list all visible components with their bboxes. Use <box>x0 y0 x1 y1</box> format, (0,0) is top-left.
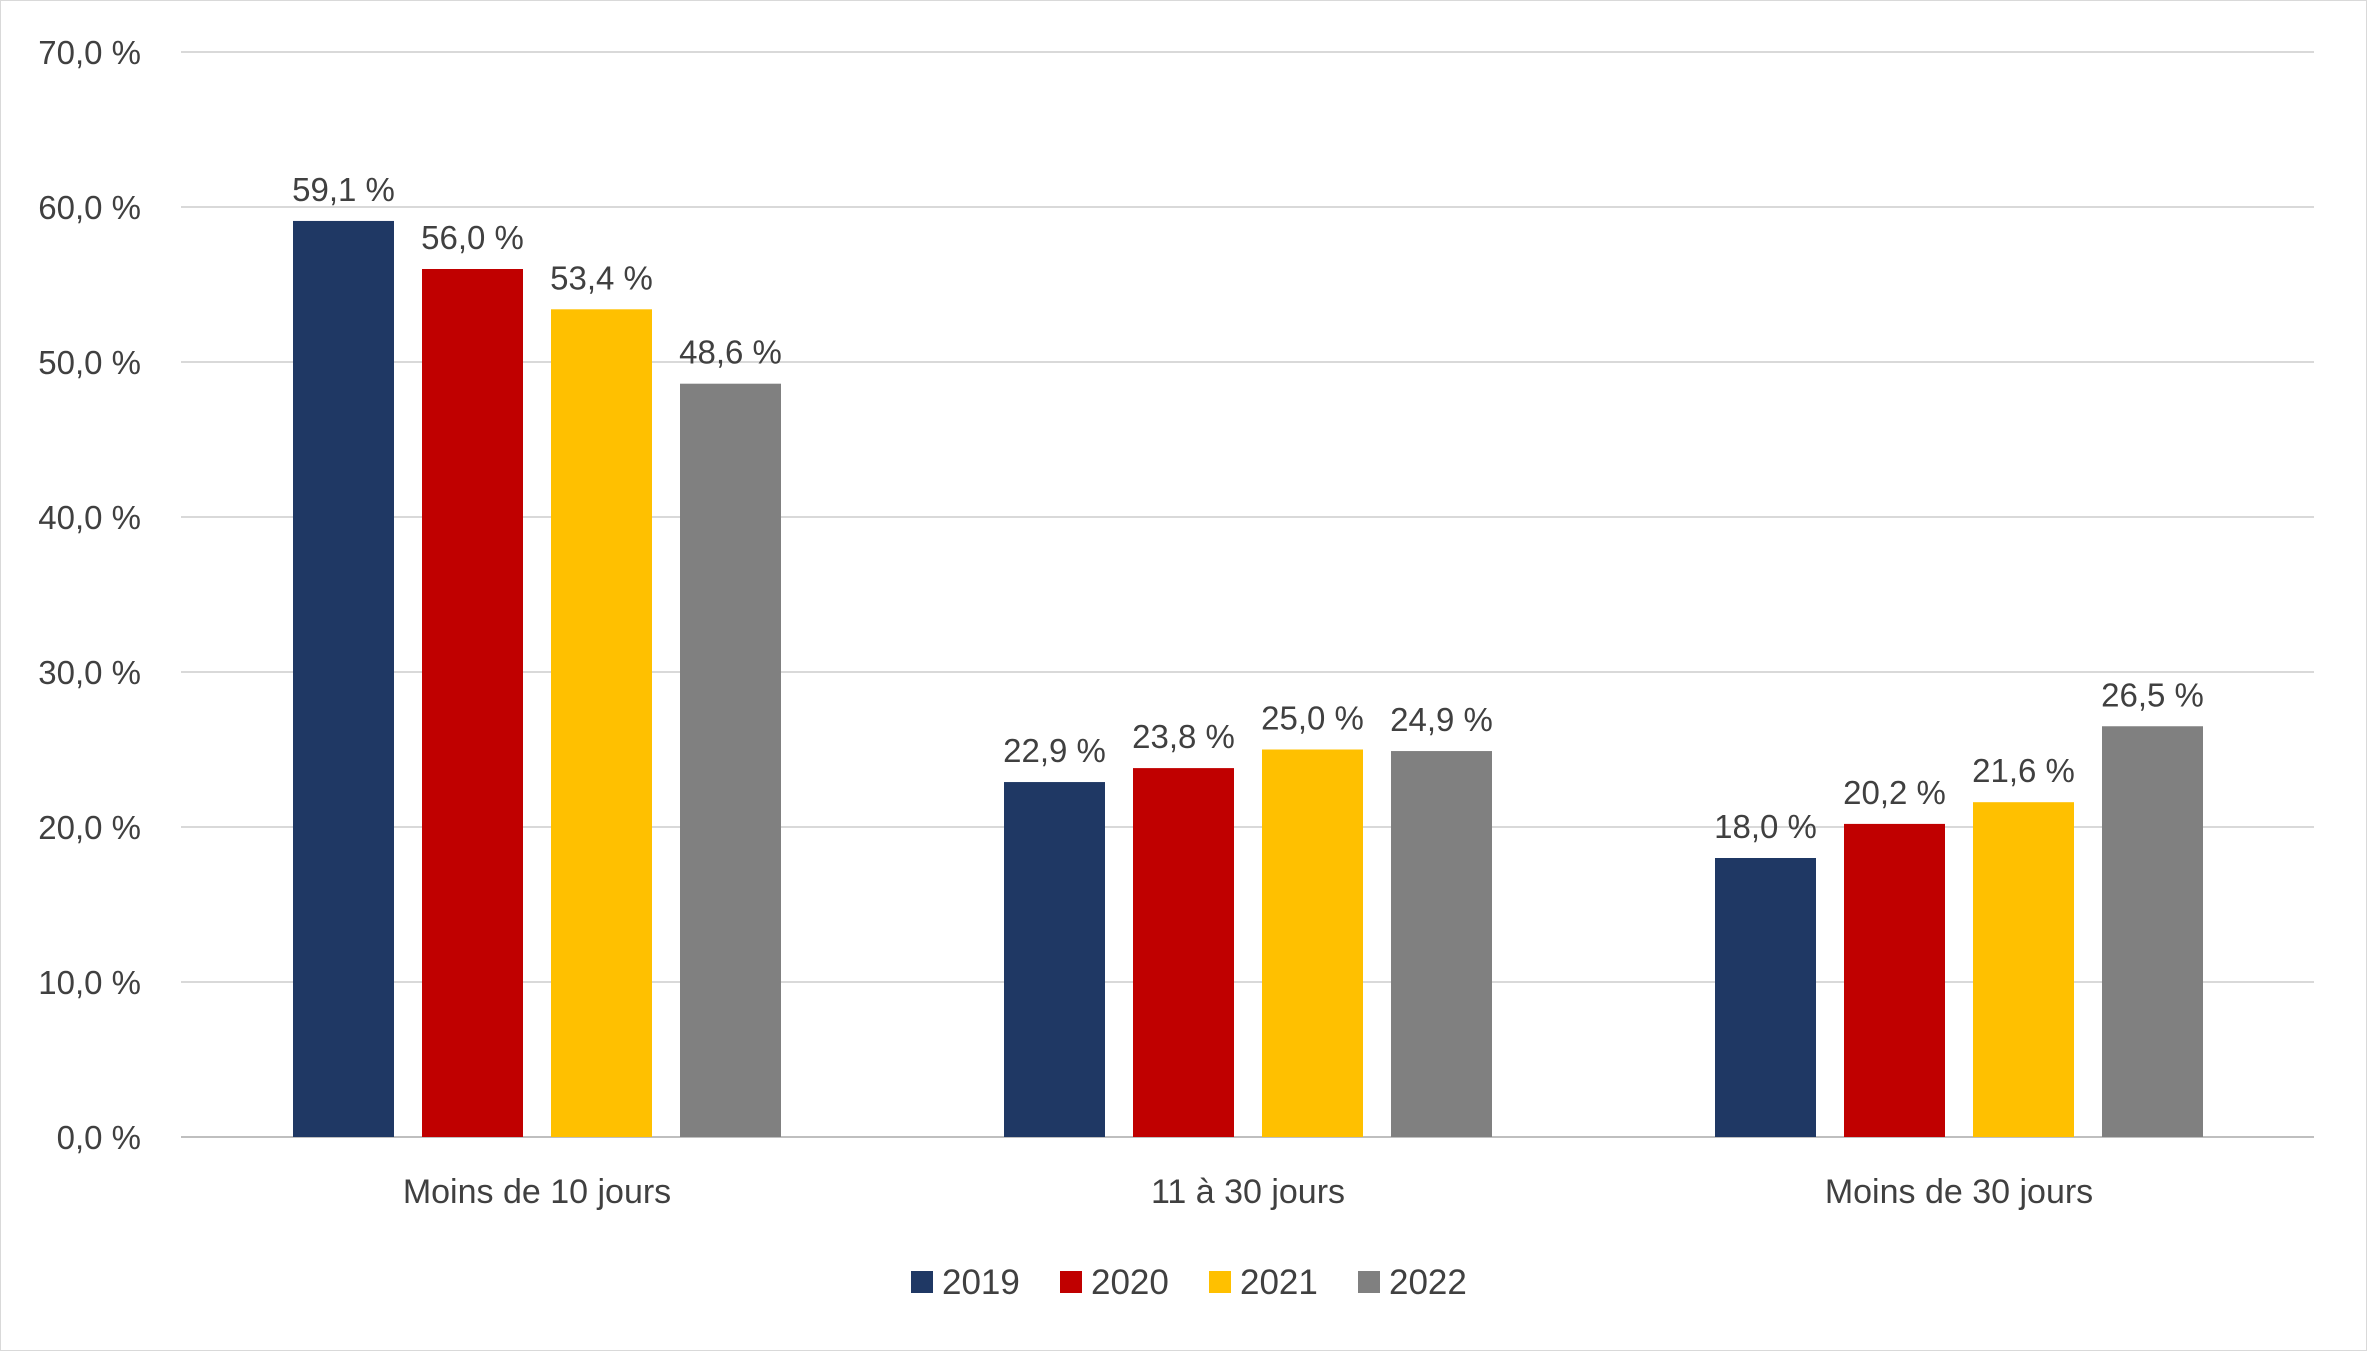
legend-swatch-2021 <box>1209 1271 1231 1293</box>
x-axis: Moins de 10 jours 11 à 30 jours Moins de 3… <box>403 1173 2093 1211</box>
legend-label: 2022 <box>1389 1263 1467 1302</box>
bar-2020 <box>1133 768 1234 1137</box>
gridlines <box>181 51 2314 1138</box>
data-label: 24,9 % <box>1390 701 1493 738</box>
y-tick-label: 40,0 % <box>38 499 141 536</box>
bar-2019 <box>1004 782 1105 1137</box>
legend: 2019 2020 2021 2022 <box>911 1263 1467 1302</box>
data-label: 56,0 % <box>421 219 524 256</box>
legend-swatch-2019 <box>911 1271 933 1293</box>
bars <box>293 220 2203 1137</box>
legend-swatch-2020 <box>1060 1271 1082 1293</box>
data-label: 18,0 % <box>1714 808 1817 845</box>
data-label: 48,6 % <box>679 334 782 371</box>
bar-2019 <box>1715 858 1816 1137</box>
data-labels: 59,1 % 22,9 % 18,0 % 56,0 % 23,8 % 20,2 % 53,4… <box>292 171 2204 845</box>
legend-label: 2020 <box>1091 1263 1169 1302</box>
data-label: 26,5 % <box>2101 676 2204 713</box>
legend-swatch-2022 <box>1358 1271 1380 1293</box>
data-label: 23,8 % <box>1132 718 1235 755</box>
data-label: 53,4 % <box>550 259 653 296</box>
data-label: 59,1 % <box>292 171 395 208</box>
bar-2022 <box>680 383 781 1137</box>
x-tick-label: Moins de 10 jours <box>403 1173 671 1211</box>
bar-2020 <box>422 269 523 1137</box>
data-label: 22,9 % <box>1003 732 1106 769</box>
legend-label: 2021 <box>1240 1263 1318 1302</box>
data-label: 20,2 % <box>1843 774 1946 811</box>
data-label: 21,6 % <box>1972 752 2075 789</box>
x-tick-label: 11 à 30 jours <box>1151 1173 1345 1211</box>
bar-2021 <box>1262 749 1363 1137</box>
bar-2021 <box>551 309 652 1137</box>
legend-label: 2019 <box>942 1263 1020 1302</box>
x-tick-label: Moins de 30 jours <box>1825 1173 2093 1211</box>
bar-2022 <box>2102 726 2203 1137</box>
y-tick-label: 70,0 % <box>38 34 141 71</box>
bar-2021 <box>1973 802 2074 1137</box>
bar-2022 <box>1391 751 1492 1137</box>
bar-2019 <box>293 220 394 1137</box>
y-tick-label: 0,0 % <box>57 1119 141 1156</box>
bar-2020 <box>1844 823 1945 1137</box>
y-tick-label: 50,0 % <box>38 344 141 381</box>
data-label: 25,0 % <box>1261 700 1364 737</box>
y-tick-label: 20,0 % <box>38 809 141 846</box>
y-tick-label: 60,0 % <box>38 189 141 226</box>
y-tick-label: 30,0 % <box>38 654 141 691</box>
y-tick-label: 10,0 % <box>38 964 141 1001</box>
y-axis: 0,0 % 10,0 % 20,0 % 30,0 % 40,0 % 50,0 % 60,0 … <box>38 34 141 1156</box>
